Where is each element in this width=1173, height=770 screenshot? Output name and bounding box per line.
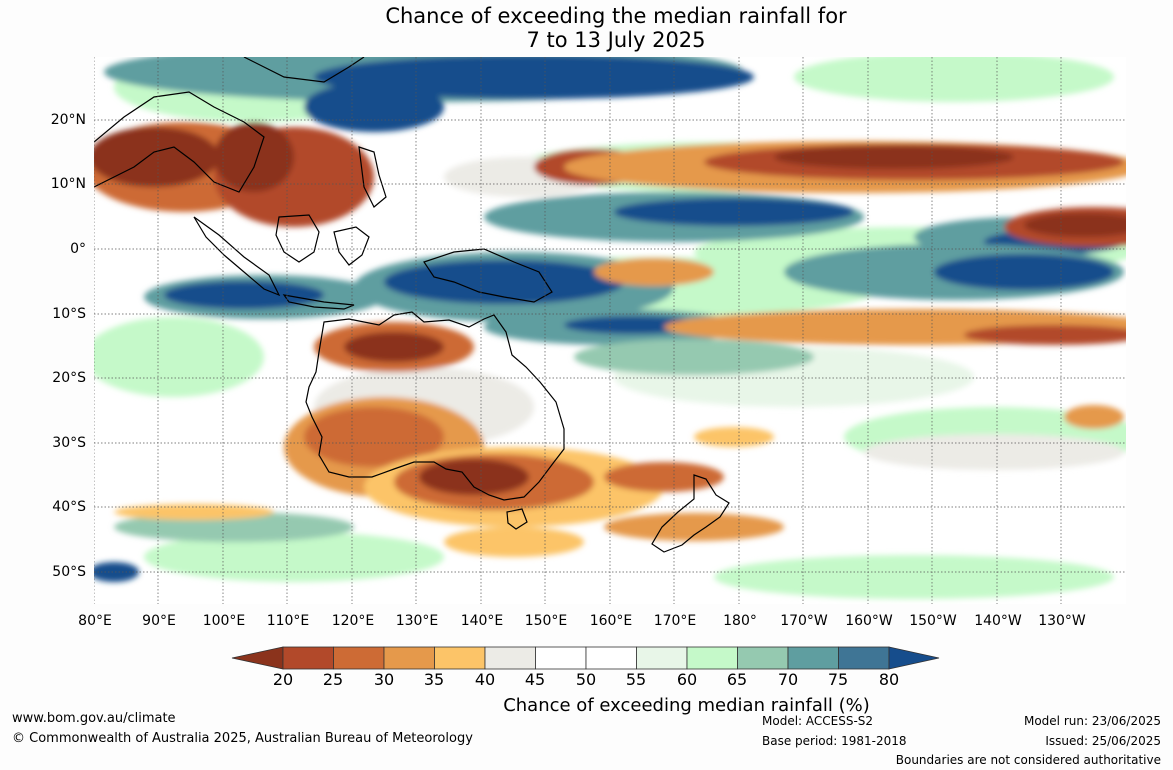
colorbar-label-text: Chance of exceeding median rainfall (%) [503,695,870,716]
lon-label-180: 180° [723,613,757,629]
colorbar-cell-50-55 [585,646,637,670]
title-line-1: Chance of exceeding the median rainfall … [385,4,847,28]
model-name: Model: ACCESS-S2 [762,714,874,728]
colorbar-label: Chance of exceeding median rainfall (%) [0,696,1173,716]
colorbar-tick-25: 25 [322,670,344,689]
colorbar-extend-high [888,646,940,670]
colorbar-cell-20-25 [282,646,334,670]
colorbar-cell-55-60 [636,646,688,670]
colorbar-cell-70-75 [787,646,839,670]
colorbar-extend-low [231,646,284,670]
colorbar-cell-45-50 [535,646,587,670]
colorbar-cell-30-35 [383,646,435,670]
colorbar [231,646,940,670]
colorbar-cell-65-70 [737,646,789,670]
lon-label-150w: 150°W [909,613,957,629]
lat-label-30s: 30°S [52,435,86,451]
colorbar-tick-60: 60 [676,670,698,689]
title-line-2: 7 to 13 July 2025 [526,28,706,52]
map-canvas [94,57,1126,604]
website-link[interactable]: www.bom.gov.au/climate [12,711,176,726]
lon-label-130e: 130°E [395,613,439,629]
lat-label-50s: 50°S [52,564,86,580]
lon-label-100e: 100°E [202,613,246,629]
colorbar-tick-30: 30 [373,670,395,689]
lon-label-140e: 140°E [460,613,504,629]
lat-label-20n: 20°N [50,112,86,128]
map-title: Chance of exceeding the median rainfall … [0,4,1173,52]
lon-label-120e: 120°E [331,613,375,629]
lon-label-80e: 80°E [78,613,112,629]
lon-label-170w: 170°W [780,613,828,629]
lat-label-equator: 0° [70,241,86,257]
colorbar-tick-50: 50 [575,670,597,689]
lat-label-40s: 40°S [52,499,86,515]
copyright-text: © Commonwealth of Australia 2025, Austra… [12,731,473,746]
colorbar-tick-45: 45 [524,670,546,689]
lon-label-140w: 140°W [974,613,1022,629]
lon-label-150e: 150°E [524,613,568,629]
colorbar-tick-40: 40 [474,670,496,689]
gridlines [94,57,1126,604]
boundaries-disclaimer: Boundaries are not considered authoritat… [895,753,1161,767]
colorbar-cell-75-80 [838,646,890,670]
colorbar-tick-80: 80 [878,670,900,689]
lon-label-160e: 160°E [589,613,633,629]
lat-label-10n: 10°N [50,176,86,192]
rainfall-probability-map [94,57,1126,604]
colorbar-cell-35-40 [434,646,486,670]
lon-label-110e: 110°E [266,613,310,629]
lon-label-170e: 170°E [653,613,697,629]
lat-label-10s: 10°S [52,306,86,322]
lon-label-130w: 130°W [1038,613,1086,629]
colorbar-tick-35: 35 [423,670,445,689]
colorbar-tick-55: 55 [625,670,647,689]
lon-label-160w: 160°W [845,613,893,629]
model-run-date: Model run: 23/06/2025 [1023,714,1161,728]
colorbar-tick-70: 70 [777,670,799,689]
colorbar-tick-20: 20 [272,670,294,689]
base-period: Base period: 1981-2018 [762,734,907,748]
lon-label-90e: 90°E [142,613,176,629]
colorbar-cell-25-30 [333,646,385,670]
issued-date: Issued: 25/06/2025 [1045,734,1161,748]
colorbar-tick-65: 65 [726,670,748,689]
coastlines [94,57,730,553]
colorbar-cell-60-65 [686,646,738,670]
rainfall-field [94,57,1126,599]
colorbar-cell-40-45 [484,646,536,670]
lat-label-20s: 20°S [52,370,86,386]
colorbar-tick-75: 75 [827,670,849,689]
